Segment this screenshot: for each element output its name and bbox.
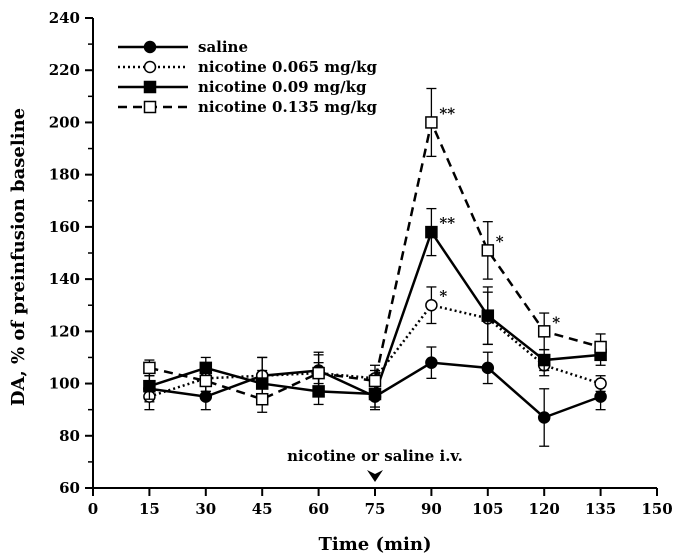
significance-label: ** bbox=[439, 214, 455, 232]
point bbox=[537, 411, 551, 424]
legend-label: saline bbox=[198, 38, 248, 56]
infusion-arrow bbox=[367, 470, 383, 482]
legend-item: nicotine 0.09 mg/kg bbox=[118, 78, 367, 96]
legend: saline nicotine 0.065 mg/kg nicotine 0.09 … bbox=[118, 38, 377, 116]
x-tick-label: 75 bbox=[365, 500, 386, 518]
series-layer: ******* bbox=[143, 87, 607, 447]
y-tick-label: 200 bbox=[49, 113, 80, 131]
point bbox=[481, 244, 495, 257]
x-tick-label: 60 bbox=[308, 500, 329, 518]
y-tick-label: 80 bbox=[59, 427, 80, 445]
y-tick-label: 240 bbox=[49, 9, 80, 27]
y-tick-label: 100 bbox=[49, 375, 80, 393]
series-line bbox=[149, 118, 601, 401]
infusion-annotation: nicotine or saline i.v. bbox=[287, 447, 463, 465]
x-tick-label: 150 bbox=[641, 500, 672, 518]
series-4: **** bbox=[143, 87, 607, 413]
y-tick-label: 220 bbox=[49, 61, 80, 79]
legend-item: saline bbox=[118, 38, 248, 56]
y-tick-label: 120 bbox=[49, 322, 80, 340]
y-axis-title: DA, % of preinfusion baseline bbox=[8, 108, 29, 406]
point bbox=[199, 390, 213, 403]
x-tick-label: 105 bbox=[472, 500, 503, 518]
point bbox=[537, 325, 551, 338]
x-axis-title: Time (min) bbox=[318, 534, 431, 555]
point bbox=[481, 309, 495, 322]
significance-label: * bbox=[552, 313, 560, 331]
point bbox=[143, 80, 157, 94]
point bbox=[143, 361, 156, 375]
significance-label: * bbox=[439, 287, 447, 305]
point bbox=[312, 366, 325, 380]
axes: 0 15 30 45 60 75 90 105 120 135 150 60 80 100 120 140 16… bbox=[49, 9, 673, 518]
point bbox=[312, 385, 325, 398]
point bbox=[143, 40, 157, 54]
x-tick-label: 135 bbox=[585, 500, 616, 518]
point bbox=[425, 356, 438, 369]
point bbox=[143, 379, 156, 393]
y-tick-label: 180 bbox=[49, 166, 80, 184]
point bbox=[594, 390, 607, 403]
point bbox=[425, 225, 438, 239]
point bbox=[425, 298, 438, 312]
point bbox=[143, 60, 157, 74]
point bbox=[255, 392, 269, 406]
y-tick-label: 160 bbox=[49, 218, 80, 236]
x-tick-label: 45 bbox=[252, 500, 273, 518]
point bbox=[537, 353, 551, 367]
legend-label: nicotine 0.09 mg/kg bbox=[198, 78, 367, 96]
legend-label: nicotine 0.065 mg/kg bbox=[198, 58, 377, 76]
x-tick-label: 90 bbox=[421, 500, 442, 518]
significance-label: ** bbox=[439, 104, 455, 122]
x-tick-label: 30 bbox=[195, 500, 216, 518]
x-tick-label: 15 bbox=[139, 500, 160, 518]
y-tick-label: 60 bbox=[59, 479, 80, 497]
legend-item: nicotine 0.135 mg/kg bbox=[118, 98, 377, 116]
y-tick-label: 140 bbox=[49, 270, 80, 288]
point bbox=[481, 361, 495, 375]
point bbox=[425, 116, 438, 129]
point bbox=[594, 377, 607, 390]
x-tick-label: 120 bbox=[529, 500, 560, 518]
x-tick-label: 0 bbox=[88, 500, 98, 518]
point bbox=[143, 100, 157, 114]
point bbox=[199, 374, 213, 388]
significance-label: * bbox=[496, 232, 504, 250]
legend-label: nicotine 0.135 mg/kg bbox=[198, 98, 377, 116]
legend-item: nicotine 0.065 mg/kg bbox=[118, 58, 377, 76]
point bbox=[594, 340, 607, 354]
point bbox=[368, 374, 382, 388]
